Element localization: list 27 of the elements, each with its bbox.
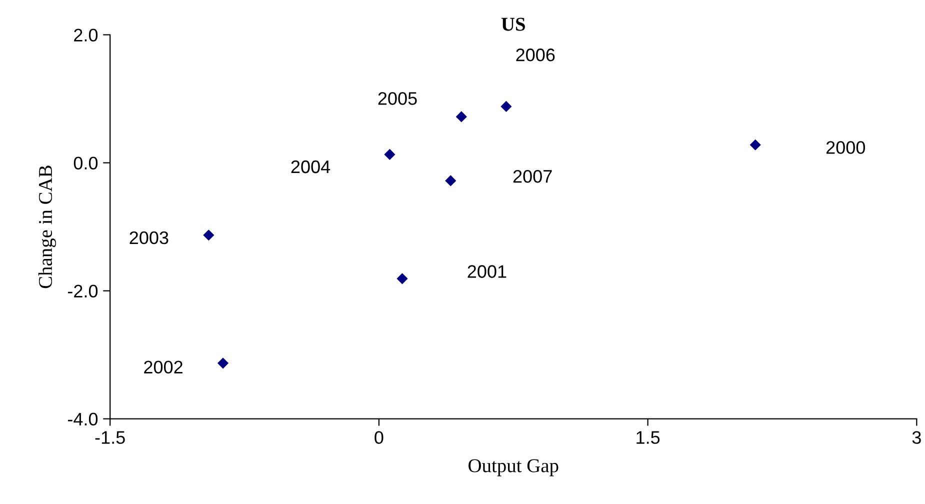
y-axis-title: Change in CAB bbox=[38, 166, 56, 288]
point bbox=[500, 100, 512, 112]
y-tick-label: 2.0 bbox=[74, 28, 98, 42]
point bbox=[750, 139, 761, 150]
annotation: 2000 bbox=[826, 141, 866, 154]
annotation: 2004 bbox=[291, 160, 330, 174]
chart-title: US bbox=[501, 18, 525, 31]
point bbox=[203, 230, 214, 241]
annotation: 2005 bbox=[378, 92, 417, 105]
x-axis-title: Output Gap bbox=[468, 459, 558, 476]
x-tick-label: 1.5 bbox=[636, 431, 660, 444]
x-tick-label: 0 bbox=[374, 431, 384, 444]
x-tick-label: -1.5 bbox=[95, 431, 125, 444]
y-tick-label: 0.0 bbox=[74, 156, 98, 170]
point bbox=[384, 148, 396, 160]
annotation: 2006 bbox=[516, 48, 555, 62]
x-tick-label: 3 bbox=[912, 431, 921, 444]
y-tick-label: -2.0 bbox=[68, 284, 98, 298]
annotation: 2007 bbox=[513, 170, 552, 183]
point bbox=[396, 273, 408, 284]
annotation: 2003 bbox=[130, 231, 168, 244]
point bbox=[456, 111, 467, 122]
y-tick-label: -4.0 bbox=[68, 412, 98, 426]
annotation: 2001 bbox=[468, 265, 506, 278]
point bbox=[217, 358, 229, 369]
point bbox=[445, 175, 456, 186]
annotation: 2002 bbox=[144, 360, 182, 374]
